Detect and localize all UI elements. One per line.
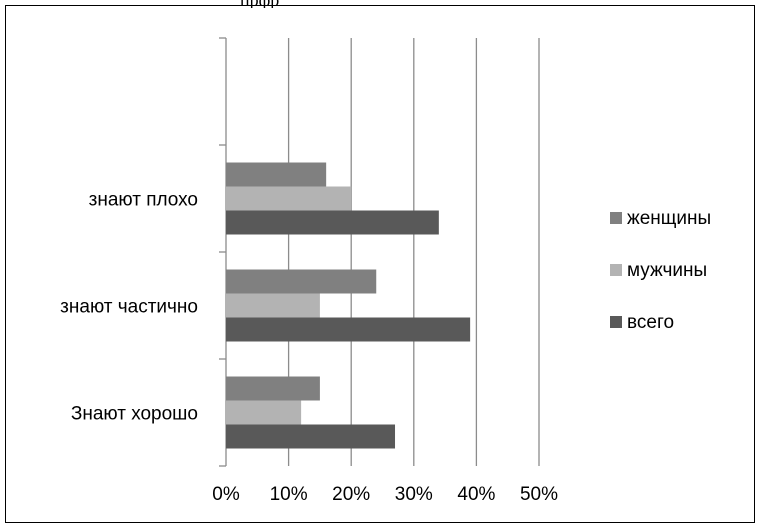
x-tick-labels: 0% 10% 20% 30% 40% 50% — [212, 484, 558, 505]
bar-женщины — [226, 376, 320, 401]
bar-мужчины — [226, 400, 302, 425]
top-caption: прфр — [240, 0, 360, 8]
x-tick-label: 20% — [332, 484, 370, 505]
gridlines — [287, 38, 540, 466]
x-tick-label: 50% — [520, 484, 558, 505]
bar-всего — [226, 317, 471, 342]
legend-label: всего — [627, 312, 674, 333]
legend-label: мужчины — [627, 260, 707, 281]
bars — [226, 162, 471, 449]
category-axis — [219, 37, 227, 467]
x-tick-label: 30% — [395, 484, 433, 505]
legend-swatch — [610, 264, 622, 276]
category-label: знают плохо — [89, 190, 198, 211]
bar-мужчины — [226, 293, 320, 318]
bar-мужчины — [226, 186, 352, 211]
legend-swatch — [610, 212, 622, 224]
x-tick-label: 0% — [212, 484, 240, 505]
x-tick-label: 10% — [270, 484, 308, 505]
bar-всего — [226, 210, 439, 235]
category-labels: Знают хорошо знают частично знают плохо — [60, 190, 198, 425]
bar-всего — [226, 424, 396, 449]
legend-label: женщины — [627, 208, 711, 229]
bar-женщины — [226, 269, 377, 294]
category-label: знают частично — [60, 297, 198, 318]
legend-swatch — [610, 316, 622, 328]
bar-женщины — [226, 162, 327, 187]
category-label: Знают хорошо — [71, 404, 198, 425]
legend: женщины мужчины всего — [610, 208, 711, 333]
x-tick-label: 40% — [457, 484, 495, 505]
